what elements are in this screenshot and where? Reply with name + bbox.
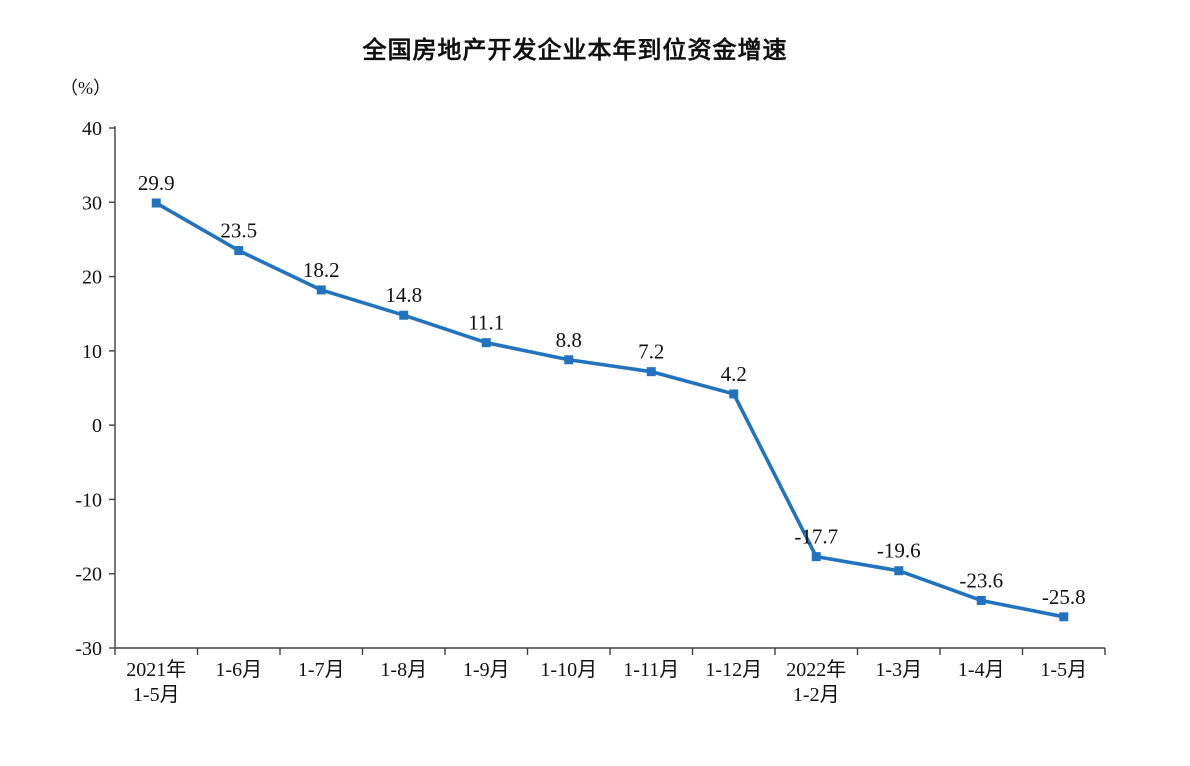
data-point-marker	[894, 566, 904, 576]
x-tick-label: 1-12月	[705, 659, 762, 681]
data-point-label: -17.7	[794, 525, 838, 549]
data-point-label: 7.2	[638, 340, 664, 364]
x-tick-label: 1-9月	[463, 659, 510, 681]
data-point-marker	[729, 389, 739, 399]
y-tick-label: 30	[82, 192, 102, 214]
data-point-marker	[564, 355, 574, 365]
x-tick-label: 2021年 1-5月	[126, 658, 186, 706]
x-tick-label: 1-5月	[1040, 659, 1087, 681]
data-point-marker	[151, 198, 161, 208]
data-point-label: 29.9	[138, 171, 175, 195]
x-tick-label: 1-10月	[540, 659, 597, 681]
data-point-marker	[481, 338, 491, 348]
data-point-label: 14.8	[385, 283, 422, 307]
data-point-label: 18.2	[303, 258, 340, 282]
data-point-label: 11.1	[468, 311, 504, 335]
x-tick-label: 1-8月	[380, 659, 427, 681]
x-tick-label: 1-4月	[958, 659, 1005, 681]
data-point-marker	[1059, 612, 1069, 622]
data-point-marker	[234, 246, 244, 256]
data-point-label: 8.8	[556, 328, 582, 352]
y-tick-label: 10	[82, 341, 102, 363]
chart-title: 全国房地产开发企业本年到位资金增速	[362, 37, 788, 64]
data-point-label: -23.6	[959, 568, 1003, 592]
x-tick-label: 1-3月	[875, 659, 922, 681]
data-point-label: -25.8	[1042, 585, 1086, 609]
y-tick-label: -10	[75, 489, 102, 511]
x-tick-label: 2022年 1-2月	[786, 658, 846, 706]
y-tick-label: 20	[82, 267, 102, 289]
x-tick-label: 1-11月	[623, 659, 679, 681]
data-point-marker	[976, 595, 986, 605]
y-tick-label: 40	[82, 118, 102, 140]
data-point-label: 23.5	[220, 219, 257, 243]
data-point-marker	[646, 367, 656, 377]
data-point-label: -19.6	[877, 539, 921, 563]
x-tick-label: 1-7月	[298, 659, 345, 681]
data-line	[154, 201, 1066, 619]
data-point-marker	[316, 285, 326, 295]
data-point-marker	[399, 310, 409, 320]
y-tick-label: -30	[75, 638, 102, 660]
data-point-label: 4.2	[721, 362, 747, 386]
data-point-marker	[811, 552, 821, 562]
y-tick-label: -20	[75, 564, 102, 586]
x-tick-label: 1-6月	[215, 659, 262, 681]
y-axis-unit-label: （%）	[60, 78, 111, 98]
y-tick-label: 0	[92, 415, 102, 437]
